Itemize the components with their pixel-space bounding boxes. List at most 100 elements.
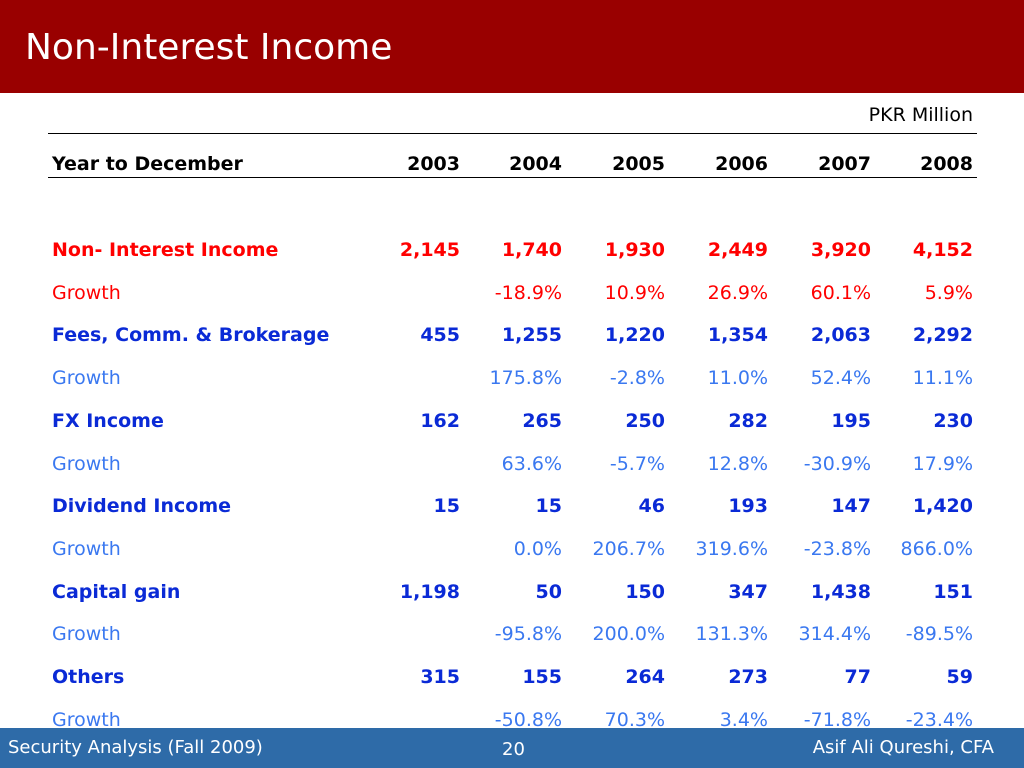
row-label: Non- Interest Income (52, 239, 279, 261)
row-value: 175.8% (489, 367, 562, 390)
row-value: 206.7% (592, 537, 665, 560)
row-value: -50.8% (494, 708, 562, 731)
growth-row: Growth -18.9% 10.9% 26.9% 60.1% 5.9% (48, 280, 977, 306)
table-row: Dividend Income 15 15 46 193 147 1,420 (48, 493, 977, 519)
row-value: 866.0% (900, 537, 973, 560)
row-label: Fees, Comm. & Brokerage (52, 324, 330, 347)
header-year: 2007 (818, 153, 871, 175)
footer-course: Security Analysis (Fall 2009) (8, 737, 263, 758)
row-value: 12.8% (707, 452, 768, 475)
row-value: 314.4% (798, 623, 871, 646)
row-value: 162 (420, 409, 460, 432)
row-value: 1,354 (707, 324, 768, 347)
row-label: Others (52, 666, 125, 688)
row-value: 155 (522, 666, 562, 688)
table-top-rule (48, 133, 977, 134)
header-year: 2008 (920, 153, 973, 175)
slide-header: Non-Interest Income (0, 0, 1024, 93)
row-value: 1,420 (912, 495, 973, 518)
row-value: 193 (728, 495, 768, 518)
growth-row: Growth -50.8% 70.3% 3.4% -71.8% -23.4% (48, 707, 977, 733)
row-value: -18.9% (494, 281, 562, 304)
growth-row: Growth 175.8% -2.8% 11.0% 52.4% 11.1% (48, 365, 977, 391)
slide-title: Non-Interest Income (25, 27, 393, 68)
row-value: 147 (831, 495, 871, 518)
row-value: 195 (831, 409, 871, 432)
table-row: Others 315 155 264 273 77 59 (48, 664, 977, 690)
income-table: PKR Million Year to December 2003 2004 2… (48, 93, 977, 733)
row-value: 50 (535, 580, 562, 603)
header-year: 2003 (407, 153, 460, 175)
row-value: 1,740 (501, 239, 562, 261)
row-value: -23.4% (905, 708, 973, 731)
row-value: 77 (844, 666, 871, 688)
row-value: -71.8% (803, 708, 871, 731)
row-value: -95.8% (494, 623, 562, 646)
header-year: 2005 (612, 153, 665, 175)
unit-label: PKR Million (868, 104, 973, 126)
row-label: Growth (52, 708, 121, 731)
row-value: 1,198 (399, 580, 460, 603)
table-header-row: Year to December 2003 2004 2005 2006 200… (48, 151, 977, 177)
header-year: 2006 (715, 153, 768, 175)
footer-page-number: 20 (502, 739, 525, 760)
row-value: 15 (535, 495, 562, 518)
row-value: -2.8% (609, 367, 665, 390)
row-label: Growth (52, 623, 121, 646)
row-value: 319.6% (695, 537, 768, 560)
row-value: 1,438 (810, 580, 871, 603)
row-label: Growth (52, 537, 121, 560)
row-value: 282 (728, 409, 768, 432)
row-value: 200.0% (592, 623, 665, 646)
row-value: 151 (933, 580, 973, 603)
row-value: -89.5% (905, 623, 973, 646)
row-label: Growth (52, 367, 121, 390)
row-label: Dividend Income (52, 495, 232, 518)
table-header-rule (48, 177, 977, 178)
row-value: 11.1% (912, 367, 973, 390)
row-value: 60.1% (810, 281, 871, 304)
row-value: 264 (625, 666, 665, 688)
row-value: 1,930 (604, 239, 665, 261)
header-label: Year to December (52, 153, 243, 175)
row-value: -5.7% (609, 452, 665, 475)
growth-row: Growth 63.6% -5.7% 12.8% -30.9% 17.9% (48, 451, 977, 477)
row-label: Capital gain (52, 580, 181, 603)
row-value: 150 (625, 580, 665, 603)
row-value: 70.3% (604, 708, 665, 731)
row-value: 4,152 (912, 239, 973, 261)
row-value: 455 (420, 324, 460, 347)
row-value: 1,255 (501, 324, 562, 347)
header-year: 2004 (509, 153, 562, 175)
row-label: Growth (52, 281, 121, 304)
row-value: 11.0% (707, 367, 768, 390)
growth-row: Growth 0.0% 206.7% 319.6% -23.8% 866.0% (48, 536, 977, 562)
row-value: 2,449 (707, 239, 768, 261)
row-value: 315 (420, 666, 460, 688)
row-value: 59 (946, 666, 973, 688)
row-value: 265 (522, 409, 562, 432)
row-value: 273 (728, 666, 768, 688)
table-row: Non- Interest Income 2,145 1,740 1,930 2,449… (48, 237, 977, 263)
footer-author: Asif Ali Qureshi, CFA (812, 737, 994, 758)
row-value: 3.4% (719, 708, 768, 731)
row-value: 5.9% (924, 281, 973, 304)
row-value: 0.0% (513, 537, 562, 560)
row-value: 26.9% (707, 281, 768, 304)
table-row: Fees, Comm. & Brokerage 455 1,255 1,220 1,35… (48, 322, 977, 348)
row-value: 3,920 (810, 239, 871, 261)
row-value: 2,292 (912, 324, 973, 347)
row-value: 10.9% (604, 281, 665, 304)
row-value: 2,063 (810, 324, 871, 347)
row-value: 2,145 (399, 239, 460, 261)
table-row: FX Income 162 265 250 282 195 230 (48, 408, 977, 434)
row-value: 230 (933, 409, 973, 432)
row-value: 52.4% (810, 367, 871, 390)
row-label: FX Income (52, 409, 164, 432)
row-label: Growth (52, 452, 121, 475)
row-value: 63.6% (501, 452, 562, 475)
row-value: 46 (638, 495, 665, 518)
row-value: -30.9% (803, 452, 871, 475)
row-value: 17.9% (912, 452, 973, 475)
row-value: 15 (433, 495, 460, 518)
